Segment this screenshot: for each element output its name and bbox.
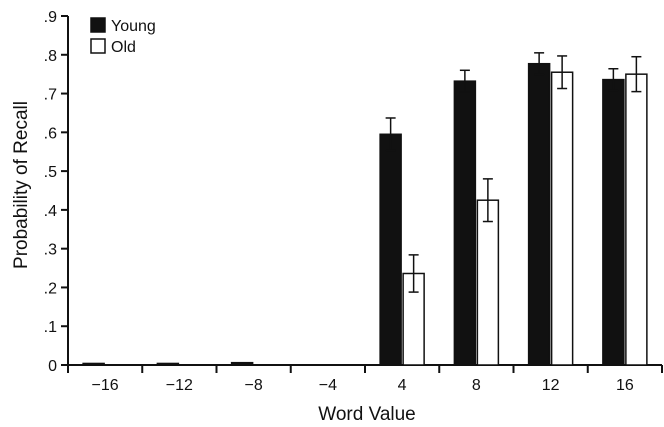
legend: Young Old: [90, 17, 156, 56]
bar-young: [527, 62, 551, 366]
x-axis-title: Word Value: [318, 404, 416, 425]
legend-swatch-old: [90, 38, 106, 54]
bar-young: [453, 80, 477, 366]
y-tick-label: .8: [44, 48, 57, 65]
y-tick-label: .1: [44, 319, 57, 336]
y-tick-label: .4: [44, 203, 57, 220]
y-tick-label: 0: [48, 358, 57, 375]
legend-swatch-young: [90, 17, 106, 33]
bar-young: [156, 362, 180, 366]
x-tick-label: −12: [166, 377, 193, 394]
bar-young: [602, 78, 625, 366]
x-tick-label: 12: [542, 377, 560, 394]
legend-label-young: Young: [111, 18, 156, 35]
y-axis-title: Probability of Recall: [11, 101, 32, 269]
y-tick-label: .9: [44, 9, 57, 26]
bars: [82, 52, 648, 366]
y-tick-label: .2: [44, 280, 57, 297]
bar-old: [625, 73, 648, 366]
x-tick-label: −4: [319, 377, 337, 394]
bar-young: [379, 133, 402, 366]
y-tick-label: .5: [44, 164, 57, 181]
x-tick-label: 8: [472, 377, 481, 394]
legend-label-old: Old: [111, 39, 136, 56]
y-tick-label: .7: [44, 87, 57, 104]
bar-old: [550, 71, 574, 366]
y-tick-label: .3: [44, 242, 57, 259]
x-tick-label: −16: [92, 377, 119, 394]
bar-young: [82, 362, 105, 366]
x-tick-label: 4: [398, 377, 407, 394]
axes: 0 .1 .2 .3 .4 .5 .6 .7 .8 .9 −16 −12 −8 −4 4 8 12 16: [44, 9, 663, 394]
x-tick-label: 16: [616, 377, 634, 394]
x-tick-label: −8: [245, 377, 263, 394]
bar-old: [476, 199, 500, 366]
y-tick-label: .6: [44, 125, 57, 142]
bar-young: [230, 361, 254, 366]
